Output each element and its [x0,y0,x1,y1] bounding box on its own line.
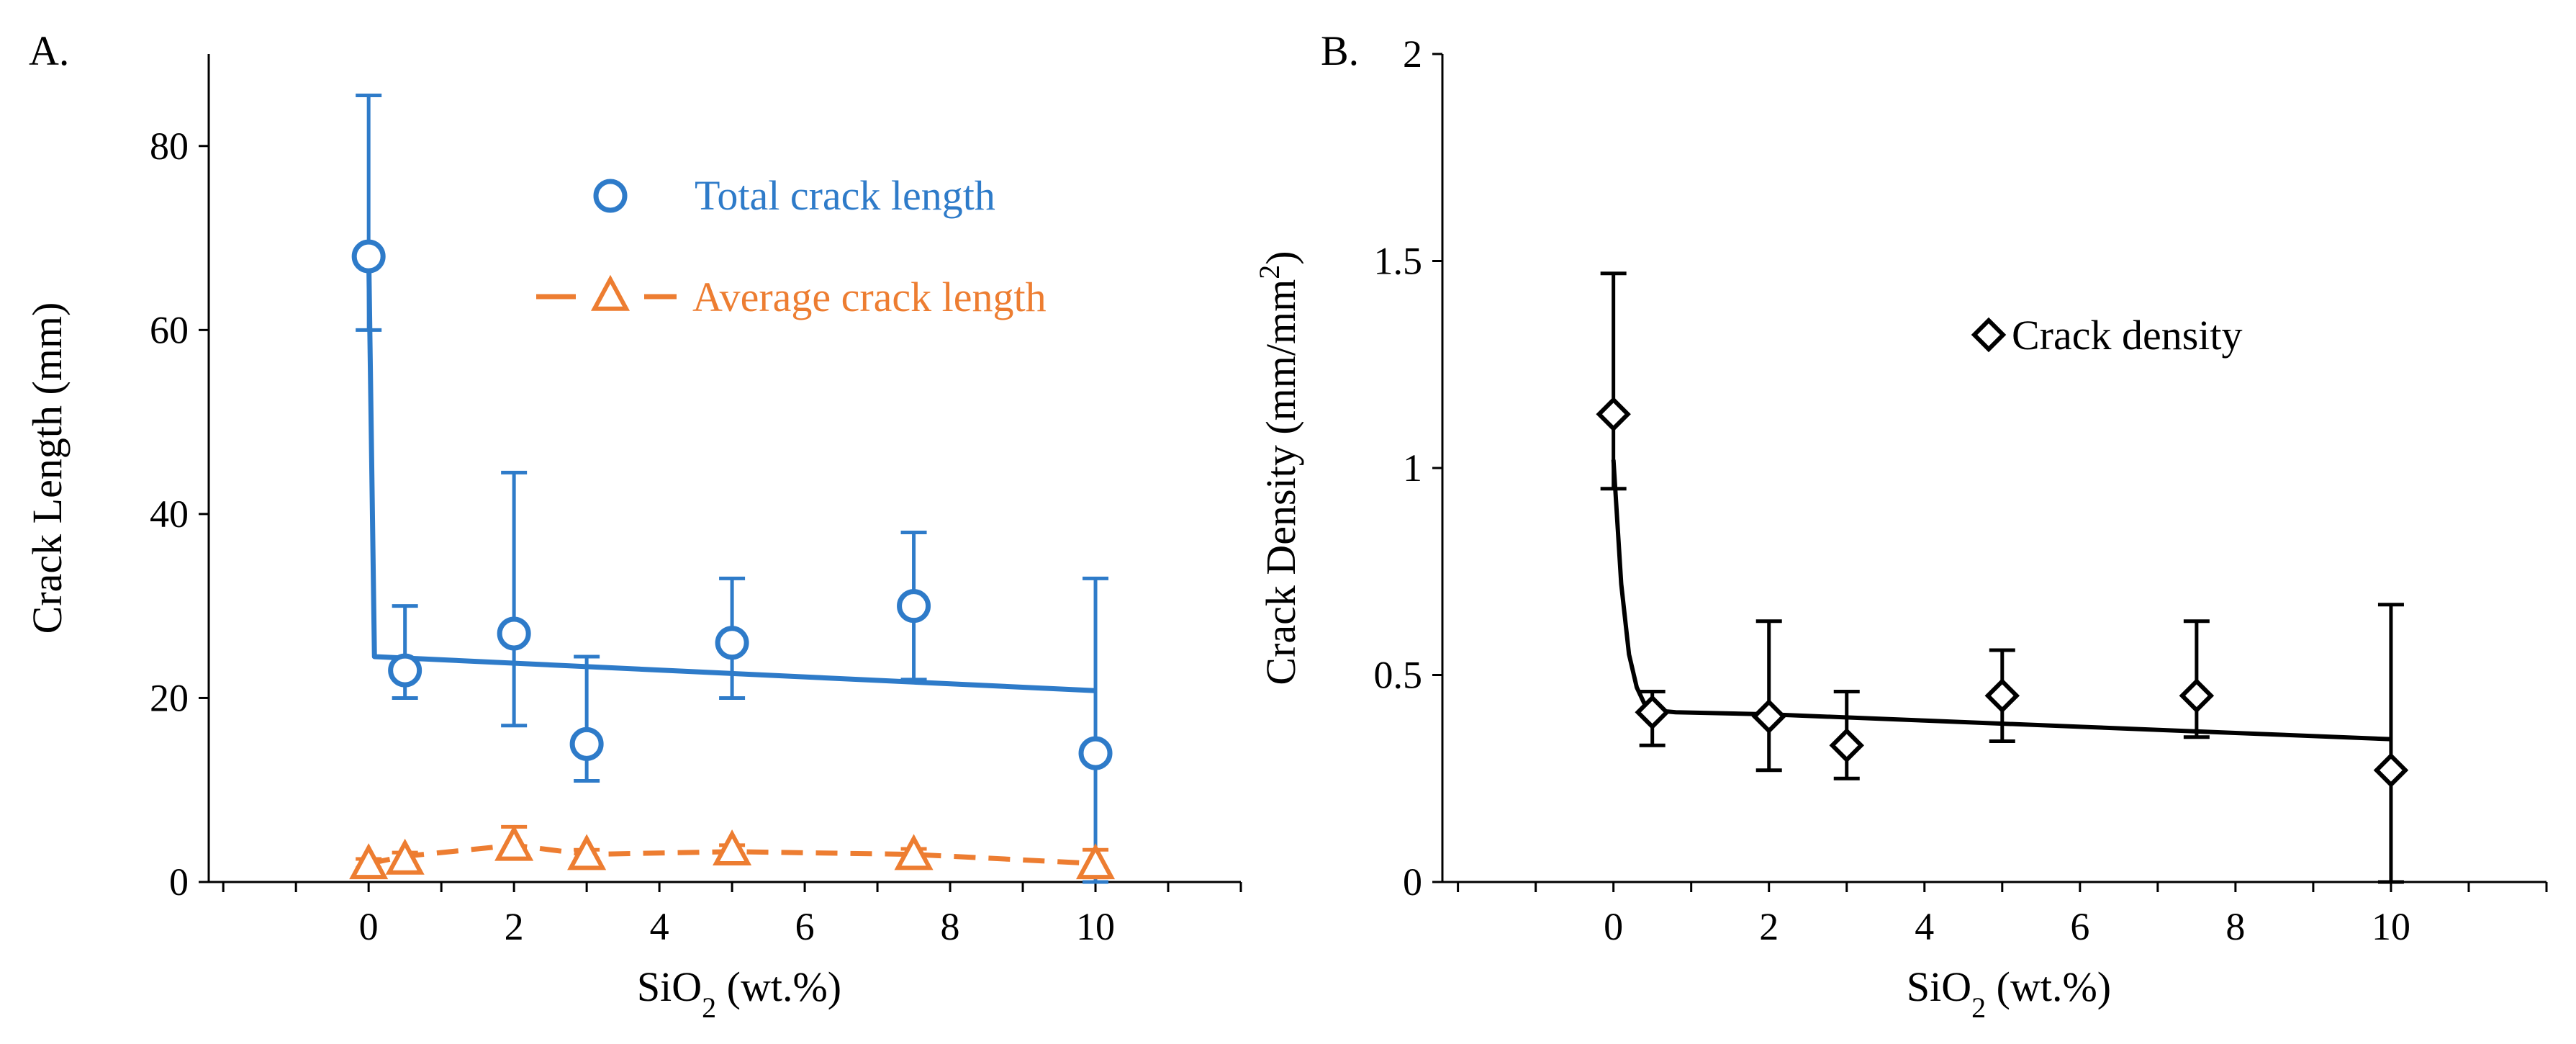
legend-marker-average [590,274,631,311]
y-axis-label: Crack Density (mm/mm2) [1253,251,1305,685]
x-axis-label-main: SiO [637,963,702,1010]
data-point [894,834,934,870]
series-diamond [1596,271,2409,884]
legend-marker-total [593,179,628,213]
x-tick-label: 10 [2372,905,2410,948]
y-tick-label: 0.5 [1374,654,1423,697]
y-tick-label: 60 [150,308,189,351]
x-tick-label: 0 [359,905,379,948]
y-axis-label-superscript: 2 [1253,265,1285,279]
data-point [2373,752,2409,788]
y-axis-label-main: Crack Length (mm) [24,302,71,634]
y-tick-label: 80 [150,125,189,168]
y-tick-label: 1 [1403,446,1422,490]
data-point [1984,678,2020,714]
data-point [2179,678,2215,714]
data-point [897,589,931,624]
y-axis-label-end: ) [1257,251,1304,264]
legend-label-average: Average crack length [692,274,1047,320]
data-point [1635,695,1670,730]
series-triangle [349,824,1116,880]
data-point [349,843,389,880]
panel-label: B. [1321,27,1359,74]
data-point [497,616,531,651]
x-tick-label: 6 [795,905,815,948]
legend-marker-density [1971,317,2007,353]
y-tick-label: 0 [1403,860,1422,904]
series-circle [351,94,1113,884]
x-tick-label: 2 [505,905,524,948]
data-point [1078,736,1113,770]
legend: Crack density [1971,312,2243,359]
data-point [1829,728,1864,763]
y-tick-label: 20 [150,676,189,719]
x-tick-label: 8 [941,905,960,948]
x-axis-label-unit: (wt.%) [716,963,841,1010]
data-point [351,239,386,274]
data-point [388,653,422,688]
data-point [1751,698,1786,734]
y-axis-label-main: Crack Density (mm/mm [1257,279,1304,685]
x-tick-label: 2 [1759,905,1779,948]
data-point [713,829,752,865]
data-point [494,824,534,861]
legend-label-density: Crack density [2012,312,2243,359]
x-axis-label-unit: (wt.%) [1986,963,2111,1010]
x-tick-label: 4 [1915,905,1934,948]
y-tick-label: 2 [1403,32,1422,76]
data-point [569,726,604,761]
data-point [1075,843,1116,880]
x-axis-label-subscript: 2 [702,991,716,1024]
panel-label: A. [29,27,69,74]
legend: Total crack length Average crack length [536,172,1047,320]
y-tick-label: 1.5 [1374,240,1423,283]
x-axis-label-main: SiO [1907,963,1971,1010]
fit-line [366,247,1096,693]
legend-label-total: Total crack length [695,172,995,219]
y-tick-label: 0 [169,860,189,904]
x-tick-label: 0 [1604,905,1623,948]
x-tick-label: 4 [650,905,669,948]
x-axis-label: SiO2 (wt.%) [637,963,841,1024]
data-point [715,626,749,660]
y-tick-label: 40 [150,492,189,536]
data-point [1596,397,1631,432]
y-axis-label: Crack Length (mm) [24,302,71,634]
x-tick-label: 10 [1076,905,1115,948]
x-tick-label: 6 [2070,905,2089,948]
data-point [385,838,425,875]
x-tick-label: 8 [2225,905,2245,948]
x-axis-label-subscript: 2 [1971,991,1986,1024]
x-axis-label: SiO2 (wt.%) [1907,963,2111,1024]
data-point [567,834,607,870]
